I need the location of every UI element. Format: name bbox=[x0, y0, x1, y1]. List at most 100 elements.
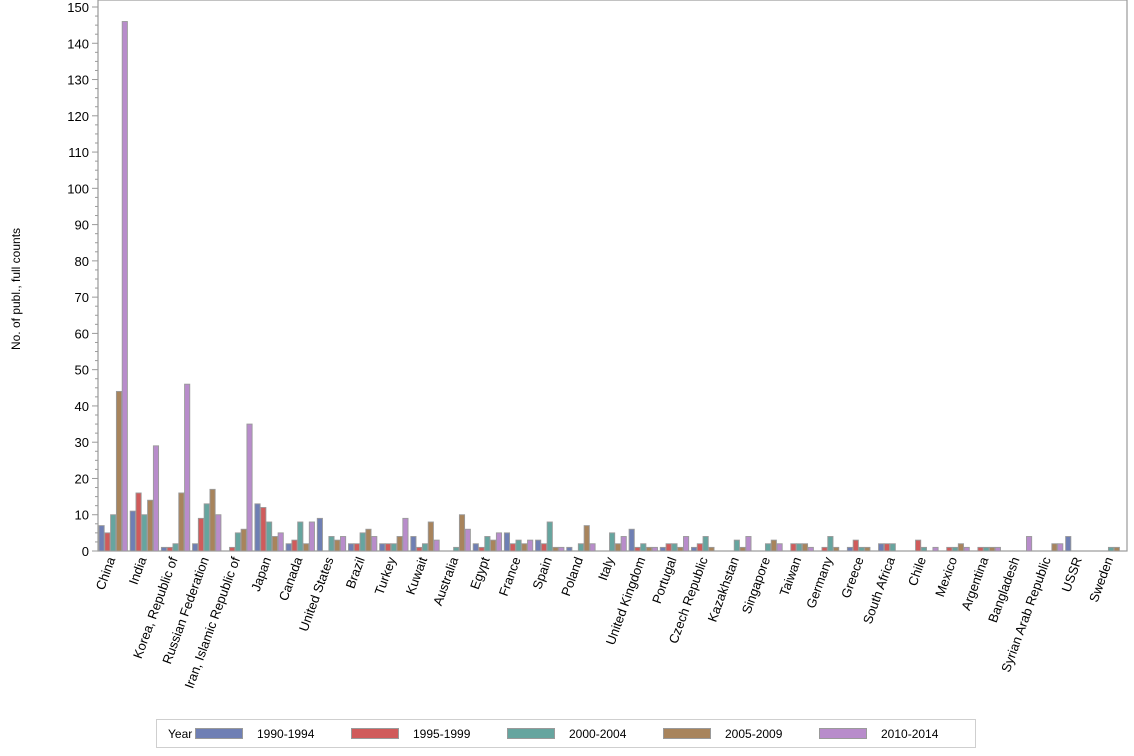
bar bbox=[453, 546, 460, 552]
bar bbox=[402, 517, 409, 552]
bar bbox=[566, 546, 573, 552]
x-tick-label: South Africa bbox=[860, 554, 898, 626]
bar bbox=[340, 536, 347, 552]
bar bbox=[620, 536, 627, 552]
legend-swatch bbox=[351, 728, 399, 739]
bar bbox=[558, 546, 565, 552]
bar bbox=[733, 539, 740, 552]
y-tick-label: 150 bbox=[67, 0, 89, 15]
bar bbox=[671, 543, 678, 552]
bar bbox=[334, 539, 341, 552]
y-tick-label: 20 bbox=[75, 471, 89, 486]
x-tick-label: Turkey bbox=[371, 554, 399, 596]
legend-label: 2005-2009 bbox=[725, 726, 783, 741]
bar bbox=[365, 528, 372, 552]
bar bbox=[827, 536, 834, 552]
bar bbox=[583, 525, 590, 552]
bar bbox=[770, 539, 777, 552]
y-tick-label: 0 bbox=[82, 544, 89, 559]
bar bbox=[472, 543, 479, 552]
bar bbox=[776, 543, 783, 552]
bar bbox=[920, 546, 927, 552]
bar bbox=[677, 546, 684, 552]
bar bbox=[121, 21, 128, 552]
y-tick-label: 60 bbox=[75, 326, 89, 341]
bar bbox=[640, 543, 647, 552]
bar bbox=[989, 546, 996, 552]
bar bbox=[348, 543, 355, 552]
legend-item-2000-2004: 2000-2004 bbox=[507, 727, 663, 741]
bar bbox=[141, 514, 148, 552]
bar bbox=[790, 543, 797, 552]
x-tick-label: Chile bbox=[905, 555, 929, 588]
x-tick-label: Brazil bbox=[343, 555, 368, 591]
bar bbox=[796, 543, 803, 552]
bar bbox=[234, 532, 241, 552]
y-tick-label: 110 bbox=[68, 145, 89, 160]
bar bbox=[427, 521, 434, 552]
legend-label: 1995-1999 bbox=[413, 726, 471, 741]
bar bbox=[246, 423, 253, 552]
bar bbox=[864, 546, 871, 552]
bar bbox=[1107, 546, 1115, 552]
bar bbox=[484, 536, 491, 552]
bar bbox=[963, 546, 970, 552]
bar bbox=[266, 521, 273, 552]
bar bbox=[764, 543, 772, 552]
y-tick-label: 90 bbox=[75, 218, 89, 233]
bar bbox=[915, 539, 922, 552]
y-tick-label: 100 bbox=[67, 181, 89, 196]
bar bbox=[646, 546, 653, 552]
x-tick-label: Spain bbox=[529, 555, 554, 591]
bar bbox=[184, 383, 191, 552]
bar bbox=[390, 543, 397, 552]
x-tick-label: Germany bbox=[803, 554, 836, 610]
bar bbox=[983, 546, 990, 552]
bar bbox=[353, 543, 360, 552]
bar bbox=[152, 445, 160, 552]
x-tick-label: Kazakhstan bbox=[705, 555, 742, 624]
legend-item-1990-1994: 1990-1994 bbox=[195, 727, 351, 741]
bar bbox=[464, 528, 471, 552]
bar bbox=[577, 543, 584, 552]
bar bbox=[807, 546, 814, 552]
bar bbox=[115, 390, 123, 552]
x-tick-label: India bbox=[126, 554, 150, 586]
bar bbox=[192, 543, 199, 552]
bar bbox=[458, 514, 466, 552]
bar bbox=[852, 539, 859, 552]
legend-label: 2010-2014 bbox=[881, 726, 939, 741]
bar bbox=[739, 546, 746, 552]
legend-label: 2000-2004 bbox=[569, 726, 627, 741]
bar bbox=[254, 503, 261, 552]
bar bbox=[371, 536, 378, 552]
bar bbox=[166, 546, 173, 552]
x-tick-label: Singapore bbox=[739, 555, 773, 616]
bar bbox=[589, 543, 596, 552]
bar bbox=[160, 546, 168, 552]
bar bbox=[552, 546, 559, 552]
bar bbox=[297, 521, 304, 552]
bar bbox=[285, 543, 292, 552]
bars bbox=[98, 21, 1120, 552]
bar bbox=[104, 532, 111, 552]
bar bbox=[98, 525, 105, 552]
y-tick-label: 40 bbox=[75, 399, 89, 414]
legend-item-2010-2014: 2010-2014 bbox=[819, 727, 975, 741]
legend-swatch bbox=[819, 728, 867, 739]
bar bbox=[1026, 536, 1033, 552]
y-axis: 0 10 20 30 40 50 60 70 80 90 100 110 120 130 140 150 bbox=[67, 0, 98, 559]
bar bbox=[215, 514, 222, 552]
y-tick-label: 30 bbox=[75, 435, 89, 450]
x-tick-label: Taiwan bbox=[776, 555, 804, 598]
bar bbox=[696, 543, 703, 552]
bar bbox=[229, 546, 236, 552]
bar bbox=[540, 543, 547, 552]
bar bbox=[495, 532, 503, 552]
y-tick-label: 120 bbox=[67, 109, 89, 124]
bar bbox=[821, 546, 828, 552]
legend-item-1995-1999: 1995-1999 bbox=[351, 727, 507, 741]
x-tick-label: Portugal bbox=[649, 555, 680, 606]
x-tick-label: Poland bbox=[558, 555, 586, 598]
